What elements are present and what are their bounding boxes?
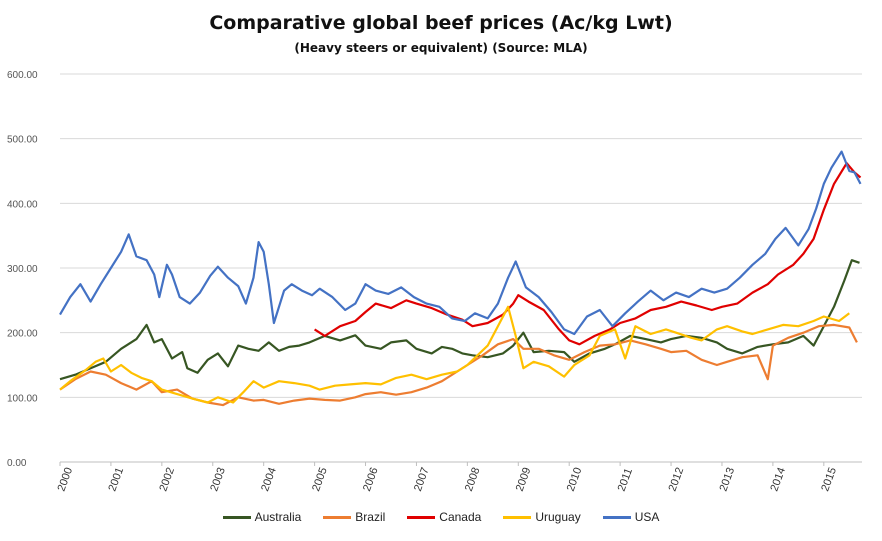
y-tick-label: 100.00 [7, 393, 38, 404]
legend-label: Uruguay [535, 510, 581, 524]
series-line-brazil [59, 323, 858, 407]
x-tick-label: 2013 [718, 466, 738, 493]
series-line-usa [59, 150, 862, 336]
chart-subtitle: (Heavy steers or equivalent) (Source: ML… [294, 41, 588, 55]
x-tick-label: 2004 [259, 466, 279, 493]
series-line-canada [314, 162, 862, 346]
x-tick-label: 2009 [514, 466, 534, 493]
x-tick-label: 2010 [565, 466, 585, 493]
x-tick-label: 2006 [361, 466, 381, 493]
x-tick-label: 2003 [208, 466, 228, 493]
legend-swatch [602, 515, 631, 519]
legend-item-usa: USA [602, 510, 660, 524]
series-line-australia [59, 259, 860, 381]
legend-label: Australia [254, 510, 302, 524]
legend-label: Brazil [355, 510, 386, 524]
legend: Australia Brazil Canada Uruguay USA [0, 510, 882, 524]
legend-swatch [323, 515, 352, 519]
legend-label: USA [634, 510, 660, 524]
legend-swatch [222, 515, 251, 519]
y-tick-label: 200.00 [7, 329, 38, 340]
y-tick-label: 400.00 [7, 199, 38, 210]
legend-item-canada: Canada [407, 510, 481, 524]
legend-item-australia: Australia [222, 510, 302, 524]
x-tick-label: 2005 [310, 466, 330, 493]
legend-item-brazil: Brazil [323, 510, 385, 524]
y-tick-label: 600.00 [7, 70, 38, 81]
y-tick-label: 0.00 [7, 458, 27, 469]
x-tick-label: 2015 [819, 466, 839, 493]
series-line-uruguay [59, 305, 850, 404]
y-tick-label: 500.00 [7, 135, 38, 146]
x-tick-label: 2011 [616, 467, 635, 493]
x-tick-label: 2001 [106, 466, 126, 493]
legend-swatch [407, 515, 436, 519]
x-tick-label: 2014 [768, 466, 788, 493]
legend-label: Canada [439, 510, 482, 524]
legend-item-uruguay: Uruguay [503, 510, 581, 524]
x-tick-label: 2000 [56, 466, 76, 493]
y-tick-label: 300.00 [7, 264, 38, 275]
x-tick-label: 2008 [463, 466, 483, 493]
legend-swatch [503, 515, 532, 519]
chart-title: Comparative global beef prices (Ac/kg Lw… [209, 12, 673, 34]
x-tick-label: 2012 [667, 466, 687, 493]
x-tick-label: 2002 [157, 466, 177, 493]
x-tick-label: 2007 [412, 466, 432, 493]
